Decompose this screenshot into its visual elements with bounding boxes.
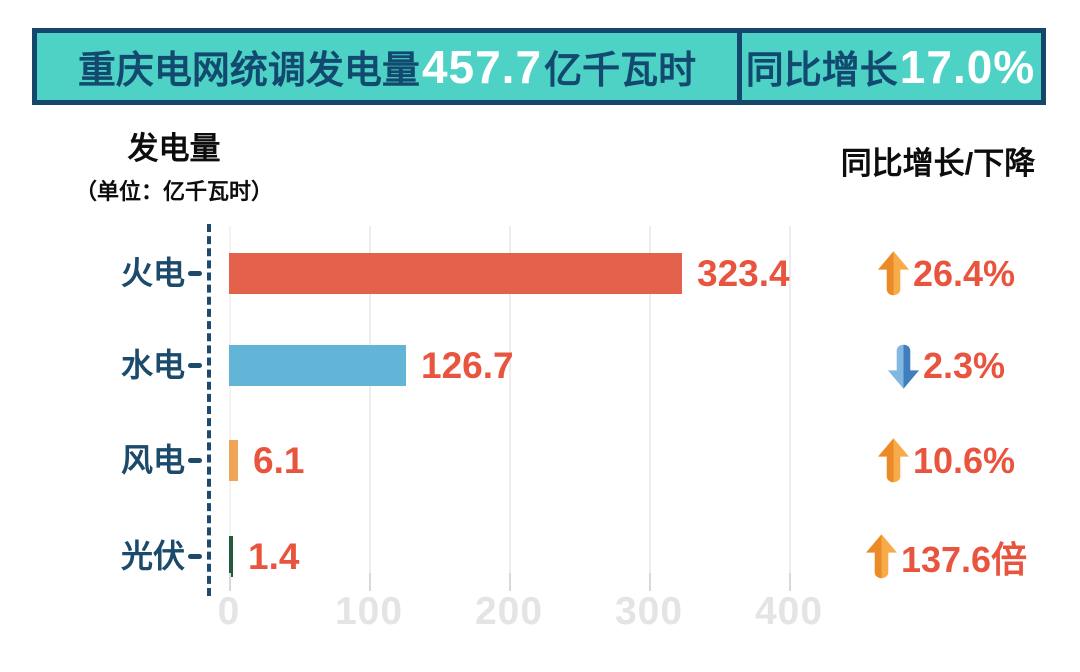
bar-value-solar: 1.4 xyxy=(248,535,300,577)
category-label-thermal: 火电 xyxy=(120,255,185,291)
bar-value-hydro: 126.7 xyxy=(421,344,514,386)
change-row-solar: 137.6倍 xyxy=(828,533,1064,580)
gridline-400 xyxy=(789,226,791,575)
change-row-hydro: 2.3% xyxy=(828,344,1064,389)
bar-row-solar: 1.4 xyxy=(229,536,299,577)
change-row-thermal: 26.4% xyxy=(828,250,1064,295)
bar-row-thermal: 323.4 xyxy=(229,253,790,294)
category-tick xyxy=(188,271,202,276)
banner-yoy-value: 17.0% xyxy=(899,40,1036,93)
gridline-0 xyxy=(229,226,231,575)
category-tick xyxy=(188,554,202,559)
bar-row-hydro: 126.7 xyxy=(229,345,514,386)
x-tick-label-300: 300 xyxy=(614,590,684,633)
title-banner: 重庆电网统调发电量 457.7 亿千瓦时 同比增长 17.0% xyxy=(32,28,1046,105)
x-tick-label-200: 200 xyxy=(474,590,544,633)
bar-row-wind: 6.1 xyxy=(229,440,304,481)
category-label-solar: 光伏 xyxy=(120,538,185,574)
up-arrow-icon xyxy=(877,250,910,298)
banner-divider xyxy=(737,33,742,100)
bar-value-thermal: 323.4 xyxy=(697,252,790,294)
down-arrow-icon xyxy=(887,342,920,390)
banner-left-prefix: 重庆电网统调发电量 xyxy=(77,50,420,92)
change-value-wind: 10.6% xyxy=(912,439,1016,481)
change-value-hydro: 2.3% xyxy=(922,344,1006,386)
banner-left-suffix: 亿千瓦时 xyxy=(544,50,697,92)
x-tick-label-100: 100 xyxy=(334,590,404,633)
banner-total-value: 457.7 xyxy=(421,40,543,93)
x-tick-label-400: 400 xyxy=(754,590,824,633)
generation-title: 发电量 xyxy=(127,131,221,166)
category-label-wind: 风电 xyxy=(120,442,185,478)
generation-unit-subtitle: （单位：亿千瓦时） xyxy=(74,179,273,204)
gridline-200 xyxy=(509,226,511,575)
x-tickmark xyxy=(369,573,371,591)
banner-generation-total: 重庆电网统调发电量 457.7 亿千瓦时 xyxy=(37,33,737,100)
category-label-hydro: 水电 xyxy=(120,347,185,383)
up-arrow-icon xyxy=(877,437,910,485)
x-tick-label-0: 0 xyxy=(217,590,241,633)
category-tick xyxy=(188,458,202,463)
gridline-100 xyxy=(369,226,371,575)
dashed-axis-line xyxy=(207,224,211,596)
banner-yoy-growth: 同比增长 17.0% xyxy=(742,33,1041,100)
generation-column-header: 发电量 （单位：亿千瓦时） xyxy=(28,132,320,206)
change-value-solar: 137.6倍 xyxy=(900,538,1028,580)
category-tick xyxy=(188,363,202,368)
change-row-wind: 10.6% xyxy=(828,437,1064,482)
bar-wind xyxy=(229,440,238,481)
bar-hydro xyxy=(229,345,406,386)
change-value-thermal: 26.4% xyxy=(912,252,1016,294)
up-arrow-icon xyxy=(865,533,898,581)
x-tickmark xyxy=(509,573,511,591)
x-tickmark xyxy=(789,573,791,591)
bar-value-wind: 6.1 xyxy=(253,439,305,481)
banner-right-prefix: 同比增长 xyxy=(745,50,898,92)
bar-solar xyxy=(229,536,233,577)
gridline-300 xyxy=(649,226,651,575)
x-tickmark xyxy=(649,573,651,591)
change-column-header: 同比增长/下降 xyxy=(840,146,1036,181)
bar-thermal xyxy=(229,253,682,294)
x-tickmark xyxy=(229,573,231,591)
